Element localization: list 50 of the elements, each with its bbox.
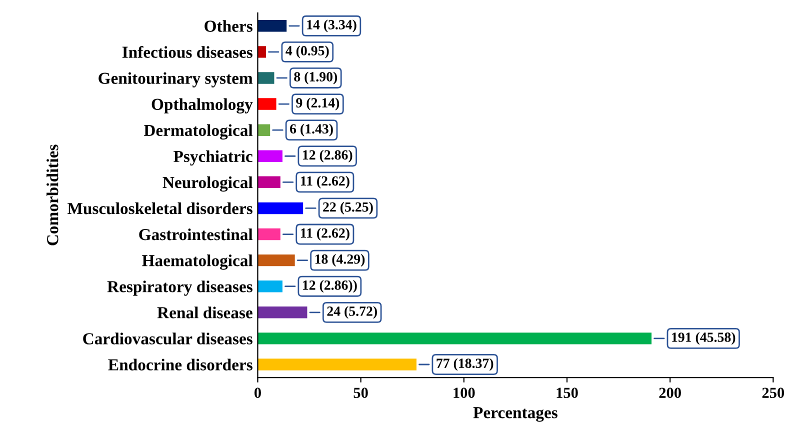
data-label: 8 (1.90) <box>294 72 338 84</box>
y-tick-label: Neurological <box>162 176 253 192</box>
y-tick-label: Cardiovascular diseases <box>83 332 252 344</box>
data-label: 6 (1.43) <box>290 124 333 136</box>
data-label: 24 (5.72) <box>327 306 377 319</box>
y-tick-label: Others <box>204 20 252 32</box>
data-label: 77 (18.37) <box>436 358 494 371</box>
data-label: 11 (2.62) <box>300 176 350 188</box>
x-tick-label: 250 <box>762 388 784 398</box>
bar <box>258 46 266 58</box>
y-tick-label: Opthalmology <box>152 98 253 114</box>
y-tick-label: Endocrine disorders <box>108 358 252 370</box>
y-tick-label: Psychiatric <box>174 150 252 166</box>
y-axis-title: Comorbidities <box>46 144 58 246</box>
bar <box>258 254 295 266</box>
y-tick-label: Renal disease <box>157 306 252 318</box>
x-tick-label: 150 <box>556 388 578 398</box>
y-tick-label: Infectious diseases <box>122 46 252 58</box>
data-label: 12 (2.86)) <box>303 280 357 293</box>
bar <box>258 228 280 240</box>
bar <box>258 20 287 32</box>
data-label: 4 (0.95) <box>286 46 329 58</box>
y-tick-label: Respiratory diseases <box>107 280 252 296</box>
x-axis-title: Percentages <box>473 407 558 422</box>
bar <box>258 98 276 110</box>
bar <box>258 124 270 136</box>
data-label: 11 (2.62) <box>300 228 350 241</box>
x-tick-label: 200 <box>659 388 681 398</box>
data-label: 191 (45.58) <box>672 332 736 345</box>
data-label: 12 (2.86) <box>303 150 352 162</box>
x-tick-label: 0 <box>254 388 261 398</box>
bar <box>258 280 282 292</box>
y-tick-label: Haematological <box>142 254 253 270</box>
bar <box>258 72 274 84</box>
bar <box>258 358 416 370</box>
x-tick-label: 100 <box>454 388 475 398</box>
bar <box>258 306 308 318</box>
x-tick-label: 50 <box>354 388 368 398</box>
y-tick-label: Gastrointestinal <box>139 228 253 240</box>
data-label: 9 (2.14) <box>296 98 340 110</box>
data-label: 14 (3.34) <box>307 20 356 32</box>
data-label: 18 (4.29) <box>315 254 365 267</box>
data-label: 22 (5.25) <box>323 202 373 215</box>
y-tick-label: Dermatological <box>144 124 253 140</box>
bar <box>258 332 652 344</box>
bar <box>258 150 282 162</box>
bar <box>258 176 280 188</box>
y-tick-label: Genitourinary system <box>98 72 253 88</box>
y-tick-label: Musculoskeletal disorders <box>68 202 252 214</box>
bar <box>258 202 304 214</box>
